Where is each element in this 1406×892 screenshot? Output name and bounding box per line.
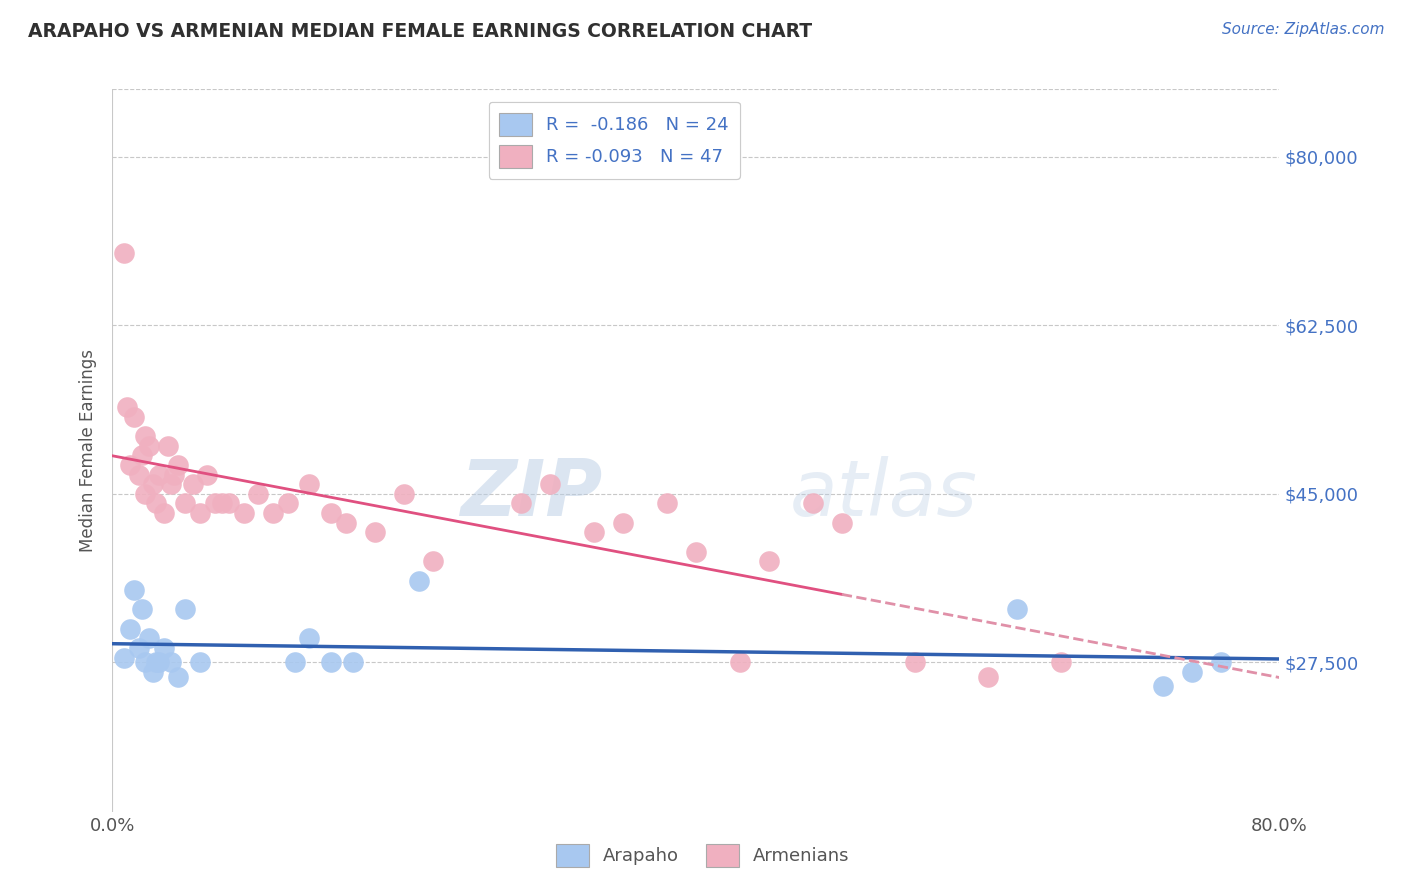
Point: [134, 487, 156, 501]
Point: [509, 496, 531, 510]
Point: [148, 467, 170, 482]
Point: [298, 477, 321, 491]
Legend: Arapaho, Armenians: Arapaho, Armenians: [548, 837, 858, 874]
Point: [422, 554, 444, 568]
Legend: R =  -0.186   N = 24, R = -0.093   N = 47: R = -0.186 N = 24, R = -0.093 N = 47: [489, 102, 740, 179]
Point: [128, 467, 150, 482]
Point: [758, 554, 780, 568]
Point: [174, 602, 197, 616]
Point: [128, 640, 150, 655]
Point: [408, 574, 430, 588]
Point: [1049, 656, 1071, 670]
Point: [112, 246, 135, 260]
Point: [174, 496, 197, 510]
Point: [394, 487, 416, 501]
Point: [655, 496, 678, 510]
Text: Source: ZipAtlas.com: Source: ZipAtlas.com: [1222, 22, 1385, 37]
Point: [152, 640, 174, 655]
Point: [1152, 680, 1174, 694]
Point: [218, 496, 240, 510]
Point: [321, 656, 343, 670]
Point: [115, 400, 138, 414]
Point: [1181, 665, 1204, 679]
Point: [298, 632, 321, 646]
Point: [335, 516, 357, 530]
Point: [152, 506, 174, 520]
Point: [124, 583, 146, 598]
Point: [364, 525, 387, 540]
Point: [145, 656, 167, 670]
Point: [342, 656, 364, 670]
Point: [124, 409, 146, 424]
Point: [976, 670, 998, 684]
Point: [904, 656, 927, 670]
Point: [831, 516, 853, 530]
Point: [262, 506, 284, 520]
Point: [138, 632, 160, 646]
Point: [612, 516, 634, 530]
Point: [163, 467, 186, 482]
Point: [538, 477, 561, 491]
Point: [142, 665, 165, 679]
Point: [134, 656, 156, 670]
Text: atlas: atlas: [789, 456, 977, 532]
Point: [728, 656, 751, 670]
Point: [232, 506, 254, 520]
Point: [685, 544, 707, 558]
Point: [131, 602, 153, 616]
Point: [167, 458, 190, 472]
Point: [112, 650, 135, 665]
Point: [188, 656, 211, 670]
Point: [145, 496, 167, 510]
Point: [181, 477, 204, 491]
Y-axis label: Median Female Earnings: Median Female Earnings: [79, 349, 97, 552]
Point: [801, 496, 824, 510]
Point: [160, 477, 183, 491]
Point: [188, 506, 211, 520]
Text: ARAPAHO VS ARMENIAN MEDIAN FEMALE EARNINGS CORRELATION CHART: ARAPAHO VS ARMENIAN MEDIAN FEMALE EARNIN…: [28, 22, 813, 41]
Point: [1209, 656, 1232, 670]
Point: [284, 656, 307, 670]
Text: ZIP: ZIP: [460, 456, 603, 532]
Point: [321, 506, 343, 520]
Point: [148, 656, 170, 670]
Point: [142, 477, 165, 491]
Point: [195, 467, 218, 482]
Point: [160, 656, 183, 670]
Point: [204, 496, 226, 510]
Point: [247, 487, 270, 501]
Point: [156, 439, 179, 453]
Point: [582, 525, 605, 540]
Point: [211, 496, 233, 510]
Point: [118, 622, 141, 636]
Point: [1005, 602, 1028, 616]
Point: [167, 670, 190, 684]
Point: [134, 429, 156, 443]
Point: [138, 439, 160, 453]
Point: [131, 448, 153, 462]
Point: [276, 496, 298, 510]
Point: [118, 458, 141, 472]
